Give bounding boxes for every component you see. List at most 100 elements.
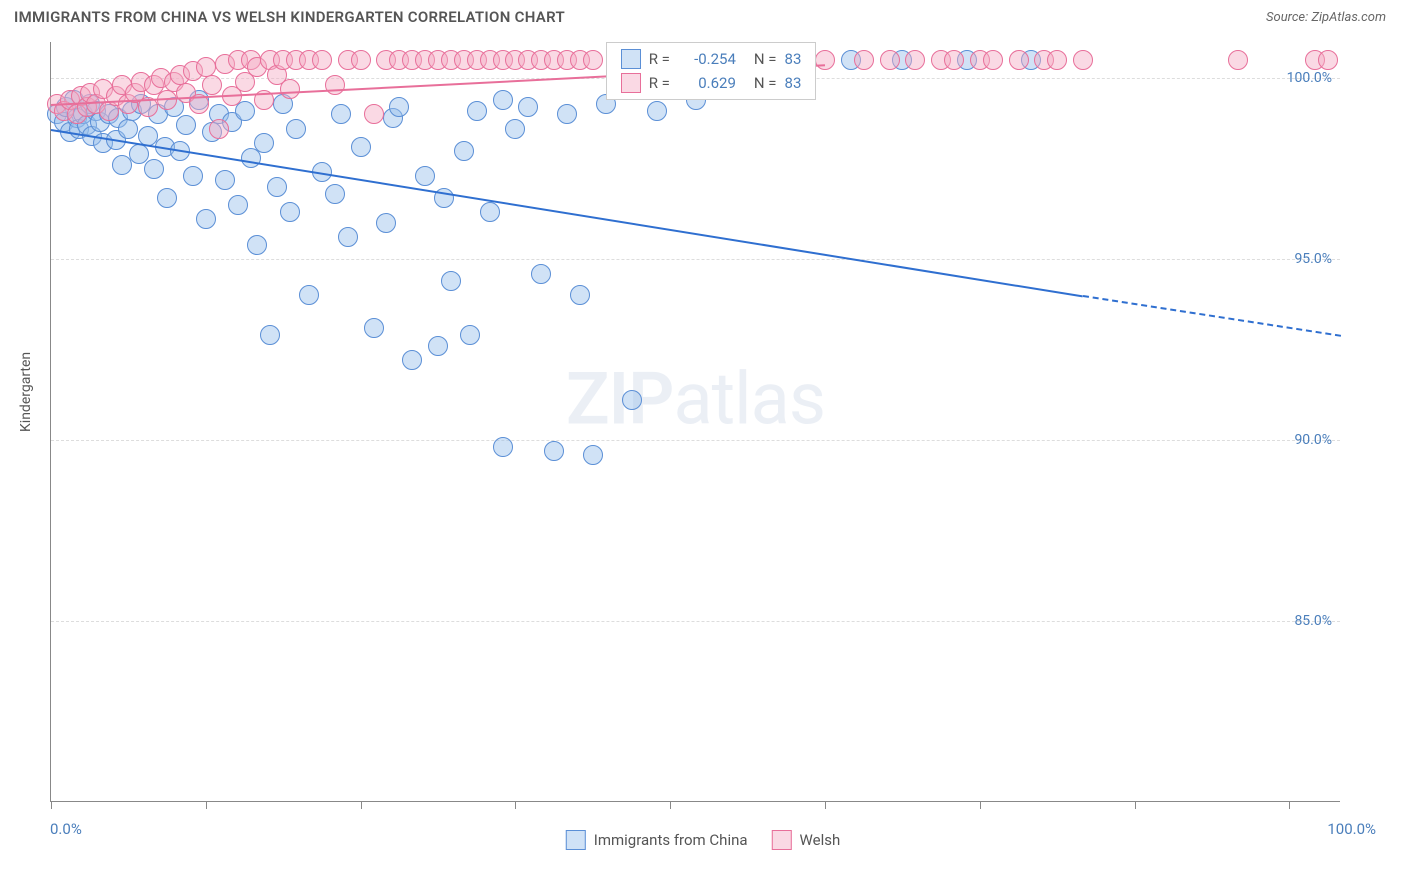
r-label: R = [649,50,670,68]
watermark-rest: atlas [673,356,825,441]
data-point [531,264,551,284]
watermark: ZIPatlas [566,356,825,441]
bottom-legend: Immigrants from China Welsh [566,830,840,850]
data-point [202,75,222,95]
x-tick [206,801,207,809]
chart-area: Kindergarten ZIPatlas 100.0%95.0%90.0%85… [0,32,1406,852]
data-point [493,90,513,110]
data-point [518,97,538,117]
data-point [299,285,319,305]
data-point [1009,50,1029,70]
source-label: Source: [1266,10,1308,25]
x-tick [825,801,826,809]
correlation-row: R = -0.254 N = 83 [621,49,802,69]
x-range-max: 100.0% [1327,820,1376,838]
data-point [557,104,577,124]
y-axis-label: Kindergarten [18,352,34,432]
data-point [583,50,603,70]
watermark-bold: ZIP [566,356,673,441]
gridline [51,259,1340,260]
data-point [280,202,300,222]
y-tick-label: 95.0% [1294,251,1332,267]
r-value: 0.629 [678,74,736,92]
data-point [364,318,384,338]
y-tick-label: 90.0% [1294,432,1332,448]
data-point [325,184,345,204]
data-point [622,390,642,410]
chart-header: IMMIGRANTS FROM CHINA VS WELSH KINDERGAR… [0,0,1406,32]
data-point [338,227,358,247]
data-point [647,101,667,121]
data-point [267,177,287,197]
data-point [254,133,274,153]
y-tick-label: 100.0% [1287,70,1332,86]
legend-item-welsh: Welsh [772,830,841,850]
legend-label-china: Immigrants from China [594,831,748,849]
data-point [1318,50,1338,70]
data-point [428,336,448,356]
data-point [854,50,874,70]
gridline [51,621,1340,622]
data-point [493,437,513,457]
data-point [460,325,480,345]
data-point [228,195,248,215]
x-tick [1289,801,1290,809]
data-point [280,79,300,99]
data-point [144,159,164,179]
data-point [815,50,835,70]
data-point [880,50,900,70]
x-tick [980,801,981,809]
n-value: 83 [785,50,802,68]
data-point [376,213,396,233]
data-point [583,445,603,465]
data-point [1047,50,1067,70]
data-point [351,137,371,157]
n-label: N = [754,50,777,68]
data-point [286,119,306,139]
data-point [312,50,332,70]
data-point [983,50,1003,70]
x-tick [1135,801,1136,809]
correlation-row: R = 0.629 N = 83 [621,73,802,93]
plot-area: ZIPatlas 100.0%95.0%90.0%85.0%R =-0.254N… [50,42,1340,802]
swatch-welsh [772,830,792,850]
data-point [351,50,371,70]
data-point [196,209,216,229]
data-point [325,75,345,95]
data-point [157,188,177,208]
legend-label-welsh: Welsh [800,831,841,849]
data-point [402,350,422,370]
data-point [183,166,203,186]
correlation-legend: R = -0.254 N = 83 R = 0.629 N = 83 [606,42,817,100]
data-point [247,235,267,255]
data-point [176,115,196,135]
trend-line [1083,295,1341,337]
data-point [1228,50,1248,70]
r-value: -0.254 [678,50,736,68]
x-tick [670,801,671,809]
n-value: 83 [785,74,802,92]
x-tick [361,801,362,809]
data-point [944,50,964,70]
data-point [415,166,435,186]
n-label: N = [754,74,777,92]
data-point [260,325,280,345]
corr-swatch [621,49,641,69]
corr-swatch [621,73,641,93]
r-label: R = [649,74,670,92]
data-point [331,104,351,124]
data-point [1073,50,1093,70]
data-point [118,119,138,139]
data-point [389,97,409,117]
source-name: ZipAtlas.com [1311,10,1386,25]
data-point [454,141,474,161]
data-point [441,271,461,291]
data-point [505,119,525,139]
data-point [544,441,564,461]
data-point [209,119,229,139]
data-point [364,104,384,124]
x-tick [51,801,52,809]
data-point [480,202,500,222]
data-point [905,50,925,70]
gridline [51,440,1340,441]
